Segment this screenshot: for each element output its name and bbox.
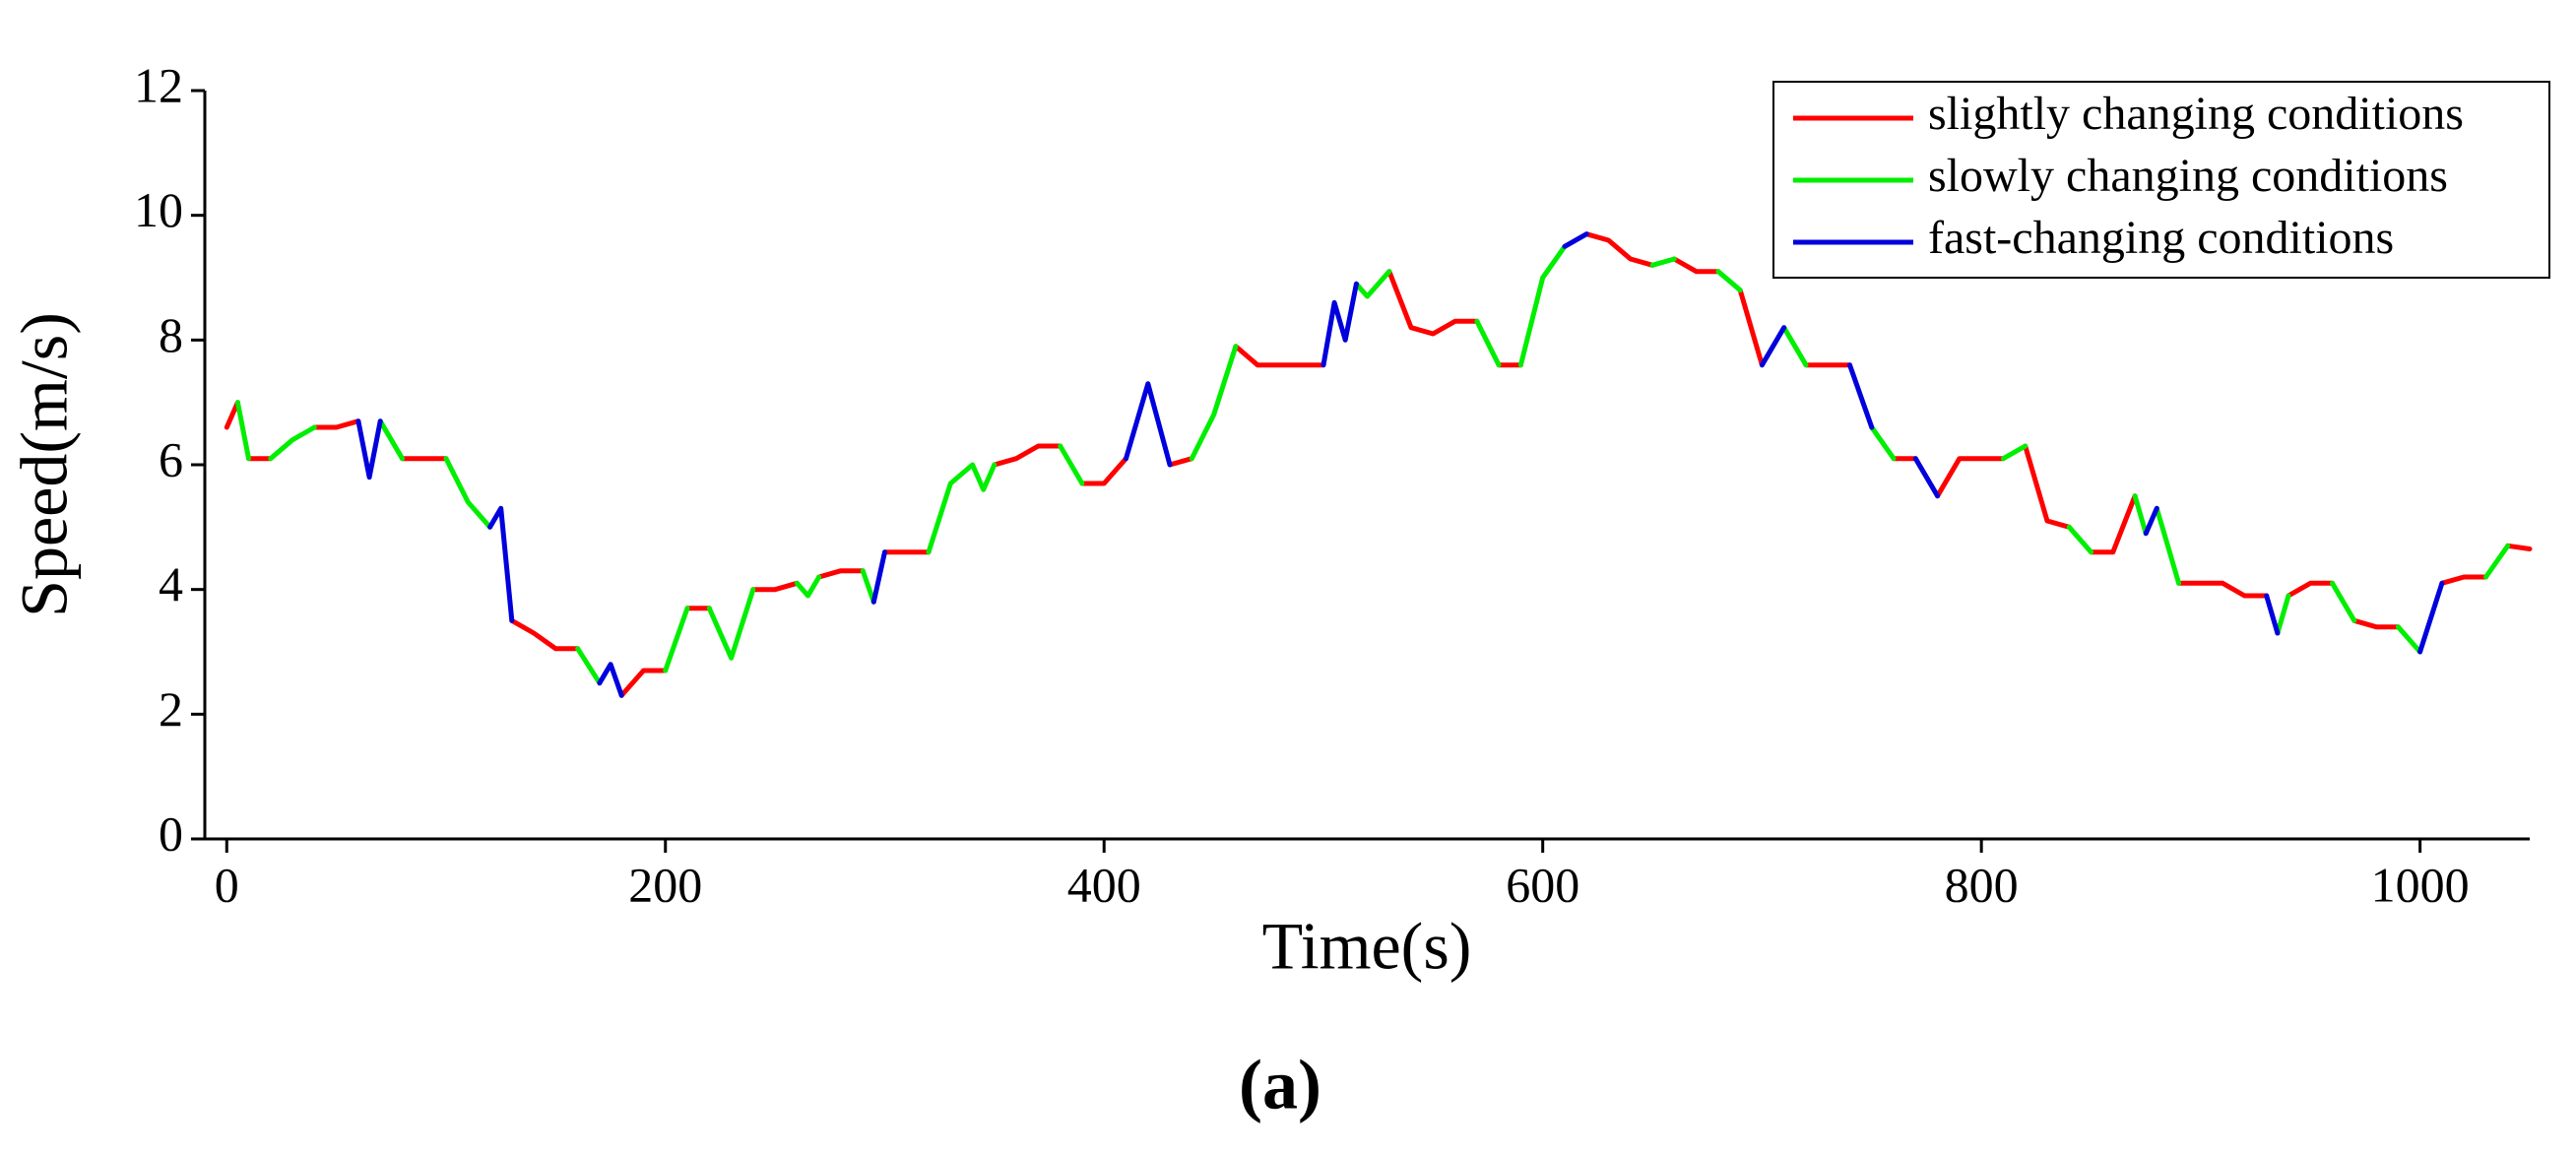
legend-label: fast-changing conditions [1928,212,2394,264]
y-tick-label: 8 [159,307,183,362]
series-line [224,231,2533,698]
series-line [234,243,2511,686]
y-tick-label: 10 [134,182,183,237]
x-tick-label: 600 [1506,857,1579,912]
y-tick-label: 12 [134,57,183,112]
x-tick-label: 0 [215,857,239,912]
y-tick-label: 6 [159,431,183,486]
series-line [355,231,2445,698]
y-tick-label: 4 [159,556,183,611]
legend-label: slowly changing conditions [1928,150,2448,202]
x-tick-label: 400 [1067,857,1141,912]
x-tick-label: 200 [628,857,702,912]
legend-label: slightly changing conditions [1928,88,2464,140]
caption: (a) [1239,1046,1321,1124]
y-axis-title: Speed(m/s) [7,312,82,617]
x-tick-label: 800 [1945,857,2019,912]
y-tick-label: 2 [159,681,183,737]
x-axis-title: Time(s) [1262,909,1472,984]
x-tick-label: 1000 [2371,857,2470,912]
y-tick-label: 0 [159,805,183,861]
